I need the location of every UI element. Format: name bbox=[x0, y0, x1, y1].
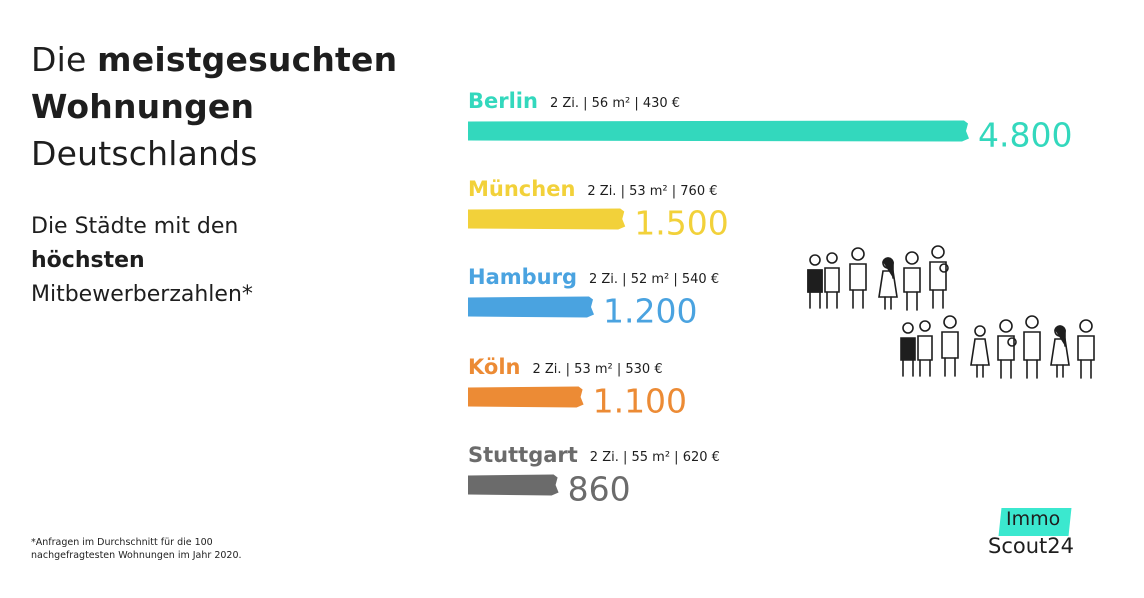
city-label-koeln: Köln bbox=[468, 355, 520, 379]
value-label-stuttgart: 860 bbox=[568, 470, 631, 509]
value-label-koeln: 1.100 bbox=[593, 382, 687, 421]
spec-label-stuttgart: 2 Zi. | 55 m² | 620 € bbox=[590, 450, 720, 465]
value-label-berlin: 4.800 bbox=[978, 116, 1072, 155]
title-line1-bold: meistgesuchten bbox=[97, 40, 398, 79]
subtitle-line2-bold: höchsten bbox=[31, 248, 145, 273]
bar-berlin bbox=[468, 120, 969, 142]
chart-subtitle: Die Städte mit den höchsten Mitbewerberz… bbox=[31, 210, 351, 312]
title-line2-bold: Wohnungen bbox=[31, 87, 255, 126]
footnote-line1: *Anfragen im Durchschnitt für die 100 bbox=[31, 537, 213, 548]
immoscout24-logo: Immo Scout24 bbox=[988, 506, 1098, 566]
bar-muenchen bbox=[468, 208, 626, 230]
value-label-muenchen: 1.500 bbox=[634, 204, 728, 243]
chart-title: Die meistgesuchten Wohnungen Deutschland… bbox=[31, 36, 431, 177]
city-label-stuttgart: Stuttgart bbox=[468, 443, 578, 467]
value-label-hamburg: 1.200 bbox=[603, 292, 697, 331]
bar-stuttgart bbox=[468, 474, 559, 496]
spec-label-muenchen: 2 Zi. | 53 m² | 760 € bbox=[587, 184, 717, 199]
logo-immo-text: Immo bbox=[1006, 508, 1061, 530]
footnote-line2: nachgefragtesten Wohnungen im Jahr 2020. bbox=[31, 550, 242, 561]
bar-hamburg bbox=[468, 296, 594, 318]
spec-label-hamburg: 2 Zi. | 52 m² | 540 € bbox=[589, 272, 719, 287]
city-label-muenchen: München bbox=[468, 177, 575, 201]
subtitle-line3: Mitbewerberzahlen* bbox=[31, 282, 253, 307]
logo-scout-text: Scout24 bbox=[988, 534, 1074, 558]
spec-label-koeln: 2 Zi. | 53 m² | 530 € bbox=[532, 362, 662, 377]
city-label-hamburg: Hamburg bbox=[468, 265, 577, 289]
crowd-of-people-icon bbox=[807, 245, 1095, 379]
title-line3: Deutschlands bbox=[31, 134, 258, 173]
bar-koeln bbox=[468, 386, 584, 408]
city-label-berlin: Berlin bbox=[468, 89, 538, 113]
spec-label-berlin: 2 Zi. | 56 m² | 430 € bbox=[550, 96, 680, 111]
subtitle-line1: Die Städte mit den bbox=[31, 214, 239, 239]
footnote: *Anfragen im Durchschnitt für die 100 na… bbox=[31, 536, 331, 562]
title-line1-plain: Die bbox=[31, 40, 98, 79]
